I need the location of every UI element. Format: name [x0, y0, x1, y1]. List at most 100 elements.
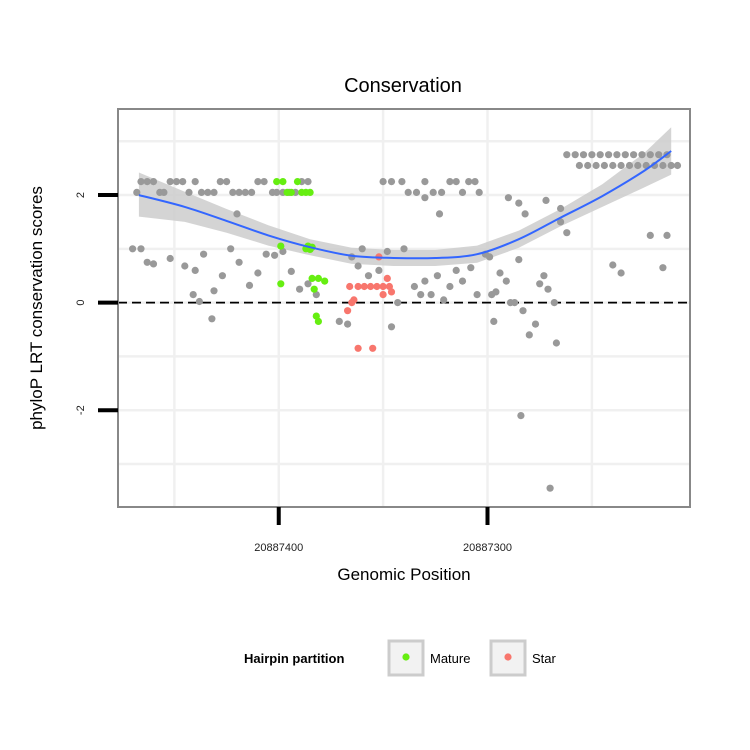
- point-other-124: [605, 151, 613, 159]
- point-other-139: [634, 161, 642, 170]
- point-other-117: [517, 412, 525, 420]
- point-other-75: [387, 178, 396, 186]
- point-other-66: [427, 291, 435, 299]
- point-other-74: [379, 178, 387, 186]
- point-other-126: [621, 151, 629, 159]
- point-other-90: [387, 323, 396, 331]
- point-other-37: [210, 287, 218, 295]
- point-other-17: [235, 188, 243, 196]
- point-other-44: [271, 251, 279, 259]
- point-other-14: [216, 178, 224, 186]
- point-other-116: [557, 218, 565, 226]
- point-other-8: [179, 178, 187, 186]
- point-other-137: [617, 161, 625, 170]
- point-other-143: [667, 161, 675, 170]
- point-other-148: [663, 231, 671, 239]
- point-other-77: [404, 188, 412, 196]
- point-other-97: [496, 269, 504, 277]
- point-other-67: [433, 272, 441, 280]
- point-other-119: [563, 151, 571, 159]
- point-other-93: [486, 253, 494, 261]
- point-other-72: [467, 264, 475, 272]
- point-other-5: [160, 188, 168, 196]
- point-other-122: [588, 151, 596, 159]
- point-other-29: [129, 245, 137, 253]
- confidence-ribbon-layer: [138, 127, 672, 266]
- point-other-136: [609, 161, 617, 170]
- plot-panel: [118, 109, 690, 507]
- point-mature-3: [287, 188, 295, 196]
- point-other-38: [218, 272, 226, 280]
- point-star-11: [379, 291, 387, 299]
- point-other-12: [204, 188, 212, 196]
- point-other-89: [435, 210, 444, 218]
- x-axis-title: Genomic Position: [337, 565, 470, 584]
- point-other-6: [166, 178, 174, 186]
- point-star-12: [383, 274, 391, 282]
- point-other-73: [473, 291, 481, 299]
- point-other-35: [191, 266, 199, 274]
- point-other-39: [227, 245, 235, 253]
- point-other-105: [536, 280, 544, 288]
- point-other-9: [185, 188, 193, 196]
- legend-marker-mature: [402, 653, 410, 661]
- point-other-107: [544, 285, 552, 293]
- x-tick-label-1: 20887300: [463, 542, 512, 554]
- point-other-127: [630, 151, 638, 159]
- point-star-6: [385, 282, 393, 291]
- point-other-10: [191, 178, 199, 186]
- point-other-128: [638, 151, 646, 159]
- point-star-3: [367, 282, 375, 291]
- point-star-14: [354, 344, 362, 352]
- point-other-84: [458, 188, 467, 196]
- point-other-31: [143, 258, 151, 266]
- point-other-18: [241, 188, 249, 196]
- point-other-46: [287, 267, 295, 275]
- point-mature-7: [306, 188, 314, 196]
- x-axis: 20887400 20887300: [254, 507, 512, 554]
- point-star-2: [360, 282, 368, 291]
- point-other-69: [446, 282, 454, 291]
- point-other-112: [504, 194, 512, 202]
- point-mature-4: [293, 178, 302, 186]
- point-other-0: [133, 188, 141, 196]
- point-other-33: [166, 254, 174, 263]
- point-other-86: [471, 178, 479, 186]
- point-other-109: [557, 204, 565, 213]
- point-other-55: [344, 320, 352, 328]
- plot-panel-border: [117, 108, 691, 508]
- point-other-80: [429, 188, 437, 196]
- point-other-45: [279, 247, 287, 256]
- point-other-50: [189, 291, 197, 299]
- point-mature-15: [314, 274, 322, 282]
- point-other-142: [659, 161, 667, 170]
- point-other-98: [502, 277, 510, 285]
- legend-label-star: Star: [532, 651, 557, 666]
- point-other-2: [143, 178, 151, 186]
- point-star-1: [354, 282, 362, 291]
- point-other-47: [296, 285, 304, 293]
- point-other-101: [515, 256, 523, 264]
- y-tick-label-0: 2: [75, 192, 87, 198]
- point-other-85: [465, 178, 473, 186]
- point-other-30: [137, 245, 145, 253]
- smooth-line: [138, 150, 672, 260]
- point-other-83: [452, 178, 460, 186]
- point-mature-0: [273, 178, 281, 186]
- point-other-64: [417, 291, 425, 299]
- point-other-110: [563, 229, 571, 237]
- chart-title: Conservation: [344, 75, 462, 97]
- point-other-91: [394, 299, 402, 307]
- point-other-36: [200, 250, 208, 258]
- point-other-144: [673, 161, 682, 170]
- point-other-78: [412, 188, 421, 196]
- point-other-60: [375, 266, 383, 274]
- point-other-63: [410, 282, 418, 291]
- point-other-132: [575, 161, 584, 170]
- point-mature-16: [321, 277, 329, 285]
- point-other-104: [531, 320, 540, 328]
- data-points-layer: [129, 151, 682, 492]
- point-other-58: [358, 245, 366, 253]
- point-other-125: [613, 151, 621, 159]
- point-star-13: [387, 288, 396, 296]
